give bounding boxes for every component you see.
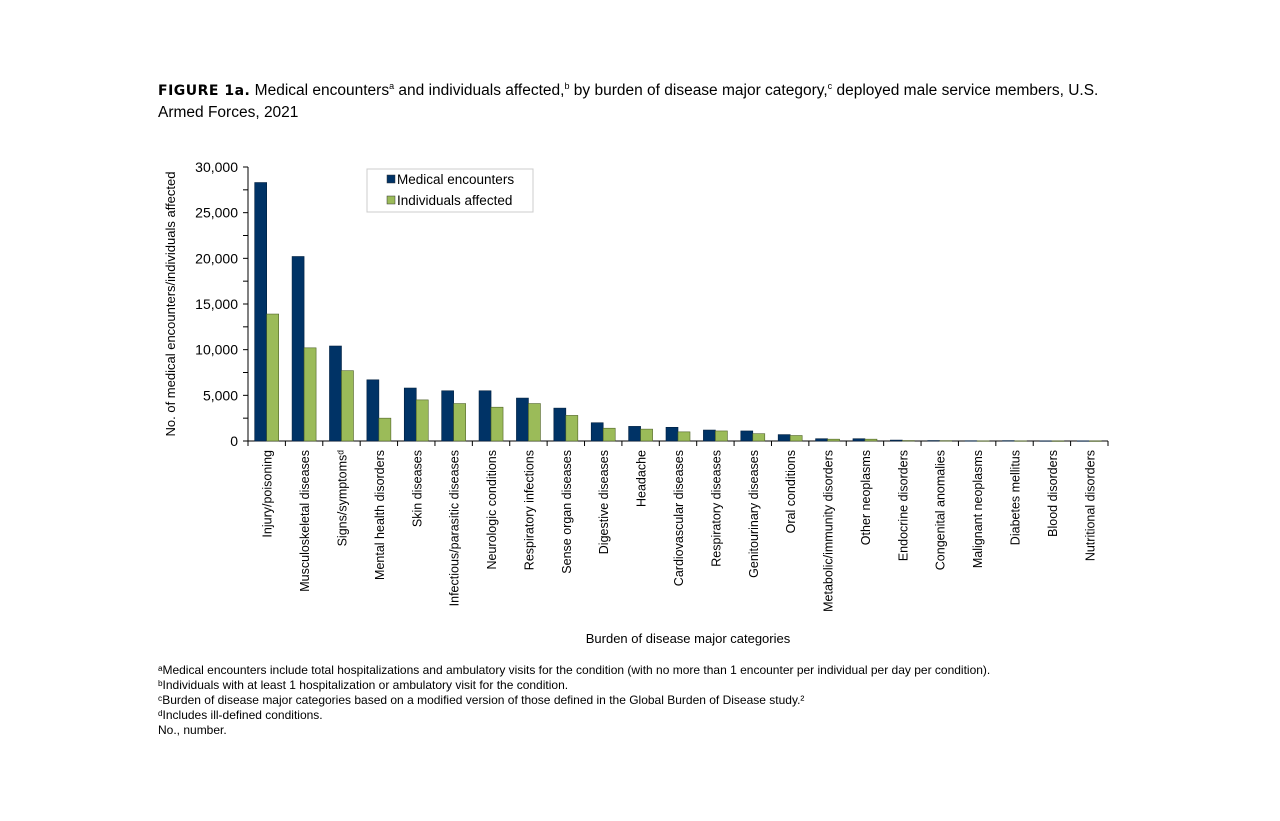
y-tick-label: 15,000 <box>195 296 238 312</box>
bar-individuals <box>490 406 504 442</box>
x-tick-label: Nutritional disorders <box>1083 450 1097 561</box>
title-text: by burden of disease major category, <box>569 82 828 100</box>
x-tick-label: Infectious/parasitic diseases <box>448 450 462 606</box>
bar-encounters <box>703 429 716 442</box>
bar-encounters <box>665 426 679 442</box>
bar-encounters <box>254 182 267 442</box>
legend-swatch <box>386 195 396 205</box>
y-tick-label: 20,000 <box>195 250 238 266</box>
bar-individuals <box>453 403 466 442</box>
bar-individuals <box>976 440 990 442</box>
x-tick-label: Malignant neoplasms <box>971 450 985 568</box>
bar-encounters <box>852 438 866 442</box>
title-text: deployed male service members, U.S. Arme… <box>158 82 1099 122</box>
bar-encounters <box>890 439 903 442</box>
bar-individuals <box>341 370 354 442</box>
bar-individuals <box>640 428 653 442</box>
bar-individuals <box>939 440 953 442</box>
footnote: ᵇIndividuals with at least 1 hospitaliza… <box>158 678 569 692</box>
title-text: and individuals affected, <box>394 82 565 100</box>
bar-encounters <box>1077 440 1090 442</box>
bar-individuals <box>602 427 616 442</box>
bar-individuals <box>752 433 766 442</box>
bar-encounters <box>590 422 604 442</box>
bar-individuals <box>715 430 728 442</box>
title-sup: b <box>564 81 570 91</box>
bar-encounters <box>291 256 305 442</box>
bar-individuals <box>677 431 691 442</box>
bar-individuals <box>528 403 541 442</box>
bar-individuals <box>789 435 803 442</box>
x-tick-label: Musculoskeletal diseases <box>298 450 312 592</box>
x-tick-label: Other neoplasms <box>859 450 873 545</box>
bar-encounters <box>441 390 454 442</box>
footnotes: ᵃMedical encounters include total hospit… <box>158 663 990 738</box>
x-tick-label: Respiratory infections <box>522 450 536 570</box>
bar-encounters <box>403 387 417 442</box>
bar-encounters <box>777 434 791 442</box>
bar-individuals <box>1014 440 1027 442</box>
legend-label: Individuals affected <box>397 193 512 208</box>
x-tick-label: Congenital anomalies <box>934 450 948 570</box>
title-text: Medical encounters <box>254 82 390 100</box>
bar-individuals <box>266 313 279 442</box>
bar-encounters <box>740 430 754 442</box>
bar-encounters <box>628 426 641 442</box>
bar-individuals <box>565 415 579 442</box>
x-tick-label: Endocrine disorders <box>896 450 910 561</box>
x-tick-label: Blood disorders <box>1046 450 1060 537</box>
bar-encounters <box>927 440 941 442</box>
y-tick-label: 25,000 <box>195 205 238 221</box>
x-tick-label: Sense organ diseases <box>560 450 574 574</box>
bar-encounters <box>553 407 567 442</box>
bar-encounters <box>1002 440 1015 442</box>
y-tick-label: 0 <box>230 433 238 449</box>
figure-label: FIGURE 1a. <box>158 83 251 100</box>
x-tick-label: Oral conditions <box>784 450 798 533</box>
bar-encounters <box>815 438 828 442</box>
footnote: ᵈIncludes ill-defined conditions. <box>158 708 323 722</box>
footnote: No., number. <box>158 723 227 737</box>
bar-individuals <box>902 440 915 442</box>
x-tick-label: Mental health disorders <box>373 450 387 580</box>
footnote: ᶜBurden of disease major categories base… <box>158 693 805 707</box>
bar-individuals <box>827 438 840 442</box>
x-tick-label: Neurologic conditions <box>485 450 499 570</box>
x-tick-label: Signs/symptomsᵈ <box>335 450 349 547</box>
x-tick-label: Headache <box>635 450 649 507</box>
bar-individuals <box>1089 440 1102 442</box>
title-sup: c <box>827 81 833 91</box>
bar-individuals <box>1051 440 1065 442</box>
legend-label: Medical encounters <box>397 172 514 187</box>
x-tick-label: Digestive diseases <box>597 450 611 554</box>
y-tick-label: 10,000 <box>195 342 238 358</box>
footnote: ᵃMedical encounters include total hospit… <box>158 663 991 677</box>
x-tick-label: Skin diseases <box>410 450 424 527</box>
bar-encounters <box>964 440 978 442</box>
bar-encounters <box>1039 440 1053 442</box>
x-tick-label: Metabolic/immunity disorders <box>822 450 836 612</box>
bar-individuals <box>378 417 392 442</box>
bar-individuals <box>864 438 878 442</box>
x-tick-label: Injury/poisoning <box>261 450 275 538</box>
bar-encounters <box>478 390 492 442</box>
bar-encounters <box>329 345 342 442</box>
bar-individuals <box>415 399 429 442</box>
bar-individuals <box>303 347 317 442</box>
figure-title: FIGURE 1a. Medical encountersa and indiv… <box>158 76 1128 123</box>
x-tick-label: Diabetes mellitus <box>1009 450 1023 545</box>
x-tick-label: Cardiovascular diseases <box>672 450 686 586</box>
y-tick-label: 30,000 <box>195 159 238 175</box>
y-axis-title: No. of medical encounters/individuals af… <box>163 172 178 437</box>
legend-swatch <box>386 174 396 184</box>
x-axis-title: Burden of disease major categories <box>586 631 791 646</box>
x-tick-label: Respiratory diseases <box>709 450 723 567</box>
bar-encounters <box>366 379 380 442</box>
title-sup: a <box>389 81 395 91</box>
y-tick-label: 5,000 <box>203 387 238 403</box>
x-tick-label: Genitourinary diseases <box>747 450 761 578</box>
bar-encounters <box>516 397 529 442</box>
